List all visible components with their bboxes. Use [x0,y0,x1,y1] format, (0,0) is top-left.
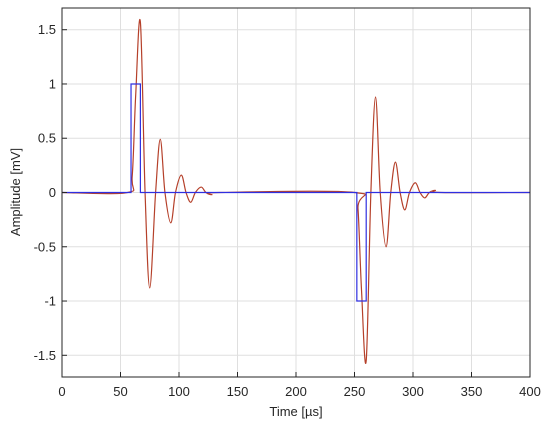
y-tick-label: -1.5 [34,348,56,363]
series-line [62,83,530,302]
x-tick-label: 300 [402,384,424,399]
y-tick-label: -0.5 [34,239,56,254]
y-tick-label: 0 [49,185,56,200]
lines [61,18,531,364]
y-tick-label: 1 [49,76,56,91]
x-tick-label: 50 [113,384,127,399]
y-axis-label: Amplitude [mV] [8,148,23,236]
x-tick-label: 0 [58,384,65,399]
x-tick-label: 350 [461,384,483,399]
y-tick-label: 0.5 [38,131,56,146]
y-tick-label: 1.5 [38,22,56,37]
x-tick-label: 400 [519,384,541,399]
x-tick-label: 100 [168,384,190,399]
x-tick-label: 250 [344,384,366,399]
x-axis-label: Time [µs] [269,404,322,419]
y-tick-label: -1 [44,294,56,309]
x-tick-label: 150 [227,384,249,399]
x-tick-label: 200 [285,384,307,399]
